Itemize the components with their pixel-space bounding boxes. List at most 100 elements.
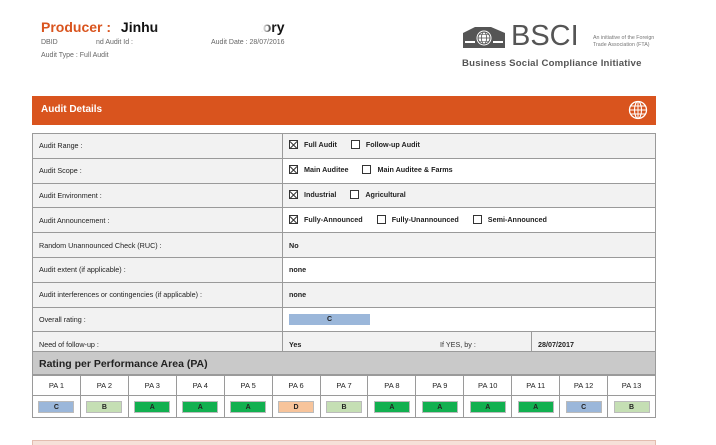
empty-box-icon bbox=[362, 165, 372, 175]
audit-details-banner: Audit Details bbox=[32, 96, 656, 125]
grade-badge: A bbox=[517, 400, 554, 413]
bsci-wordmark: BSCI bbox=[511, 20, 579, 52]
grade-badge: C bbox=[38, 400, 75, 413]
pa-grade-cell: A bbox=[463, 395, 513, 418]
row-label: Audit Scope : bbox=[32, 157, 283, 184]
pa-grade-cell: A bbox=[127, 395, 177, 418]
pa-grade-cell: A bbox=[223, 395, 273, 418]
row-audit-environment: Audit Environment : Industrial Agricultu… bbox=[32, 182, 656, 209]
row-label: Audit interferences or contingencies (if… bbox=[32, 281, 283, 308]
row-label: Overall rating : bbox=[32, 306, 283, 333]
row-label: Audit Environment : bbox=[32, 182, 283, 209]
pa-header-cell: PA 10 bbox=[463, 375, 513, 396]
option-main-auditee-farms: Main Auditee & Farms bbox=[362, 165, 453, 175]
producer-name: Jinhu bbox=[120, 19, 159, 35]
redaction-blur bbox=[168, 14, 262, 40]
checked-box-icon bbox=[289, 214, 298, 224]
pa-grade-cell: C bbox=[559, 395, 609, 418]
option-fully-unannounced: Fully-Unannounced bbox=[376, 214, 459, 224]
pa-grade-cell: B bbox=[319, 395, 369, 418]
pa-header-cell: PA 5 bbox=[223, 375, 273, 396]
option-industrial: Industrial bbox=[289, 189, 336, 199]
pa-grade-cell: A bbox=[511, 395, 561, 418]
pa-header-cell: PA 9 bbox=[415, 375, 465, 396]
pa-grade-cell: A bbox=[175, 395, 225, 418]
option-fully-announced: Fully-Announced bbox=[289, 214, 363, 224]
overall-rating-badge: C bbox=[289, 313, 370, 325]
option-follow-up-audit: Follow-up Audit bbox=[350, 140, 420, 150]
row-audit-interferences: Audit interferences or contingencies (if… bbox=[32, 281, 656, 308]
empty-box-icon bbox=[350, 140, 360, 150]
pa-ratings-section: Rating per Performance Area (PA) PA 1 PA … bbox=[32, 351, 656, 418]
pa-grade-cell: C bbox=[32, 395, 81, 418]
grade-badge: A bbox=[373, 400, 410, 413]
grade-badge: B bbox=[325, 400, 362, 413]
row-audit-scope: Audit Scope : Main Auditee Main Auditee … bbox=[32, 157, 656, 184]
row-audit-extent: Audit extent (if applicable) : none bbox=[32, 256, 656, 283]
next-section-edge bbox=[32, 440, 656, 445]
empty-box-icon bbox=[376, 214, 386, 224]
follow-up-date: 28/07/2017 bbox=[531, 332, 655, 357]
option-semi-announced: Semi-Announced bbox=[472, 214, 547, 224]
pa-header-cell: PA 11 bbox=[511, 375, 561, 396]
pa-header-cell: PA 13 bbox=[607, 375, 656, 396]
pa-ratings-table: PA 1 PA 2 PA 3 PA 4 PA 5 PA 6 PA 7 PA 8 PA 9 PA 1… bbox=[32, 375, 656, 418]
fta-note: An initiative of the Foreign Trade Assoc… bbox=[593, 35, 655, 48]
handshake-emblem-icon bbox=[463, 27, 505, 48]
option-agricultural: Agricultural bbox=[350, 189, 406, 199]
grade-badge: B bbox=[86, 400, 123, 413]
follow-up-value: Yes bbox=[289, 339, 302, 349]
row-label: Audit Announcement : bbox=[32, 207, 283, 234]
row-audit-range: Audit Range : Full Audit Follow-up Audit bbox=[32, 133, 656, 159]
pa-grade-cell: A bbox=[367, 395, 417, 418]
dbid-label: DBID bbox=[41, 39, 58, 46]
if-yes-label: If YES, by : bbox=[440, 339, 476, 349]
grade-badge: B bbox=[613, 400, 650, 413]
option-main-auditee: Main Auditee bbox=[289, 165, 348, 175]
pa-grade-cell: B bbox=[607, 395, 656, 418]
row-label: Audit extent (if applicable) : bbox=[32, 256, 283, 283]
grade-badge: D bbox=[278, 400, 315, 413]
audit-date: Audit Date : 28/07/2016 bbox=[211, 39, 285, 46]
pa-header-cell: PA 3 bbox=[127, 375, 177, 396]
pa-header-cell: PA 7 bbox=[319, 375, 369, 396]
pa-header-cell: PA 2 bbox=[79, 375, 129, 396]
grade-badge: A bbox=[230, 400, 267, 413]
bsci-tagline: Business Social Compliance Initiative bbox=[462, 58, 642, 69]
pa-grade-cell: B bbox=[79, 395, 129, 418]
grade-badge: A bbox=[469, 400, 506, 413]
row-overall-rating: Overall rating : C bbox=[32, 306, 656, 333]
globe-icon bbox=[628, 100, 648, 120]
audit-type: Audit Type : Full Audit bbox=[41, 52, 109, 59]
pa-header-cell: PA 1 bbox=[32, 375, 81, 396]
producer-label: Producer : bbox=[41, 19, 112, 35]
pa-grade-cell: D bbox=[271, 395, 321, 418]
ruc-value: No bbox=[282, 232, 656, 258]
section-title: Audit Details bbox=[41, 104, 103, 115]
pa-title: Rating per Performance Area (PA) bbox=[32, 351, 656, 375]
pa-header-cell: PA 6 bbox=[271, 375, 321, 396]
pa-grade-cell: A bbox=[415, 395, 465, 418]
grade-badge: A bbox=[134, 400, 171, 413]
empty-box-icon bbox=[350, 189, 360, 199]
extent-value: none bbox=[282, 256, 656, 283]
grade-badge: A bbox=[421, 400, 458, 413]
checked-box-icon bbox=[289, 165, 298, 175]
pa-header-cell: PA 8 bbox=[367, 375, 417, 396]
audit-details-table: Audit Range : Full Audit Follow-up Audit… bbox=[32, 133, 656, 358]
audit-id-label: nd Audit Id : bbox=[96, 39, 133, 46]
row-label: Random Unannounced Check (RUC) : bbox=[32, 232, 283, 258]
bsci-logo: BSCI An initiative of the Foreign Trade … bbox=[461, 20, 656, 72]
option-full-audit: Full Audit bbox=[289, 140, 337, 150]
grade-badge: C bbox=[565, 400, 602, 413]
pa-header-row: PA 1 PA 2 PA 3 PA 4 PA 5 PA 6 PA 7 PA 8 PA 9 PA 1… bbox=[32, 375, 656, 396]
row-audit-announcement: Audit Announcement : Fully-Announced Ful… bbox=[32, 207, 656, 234]
interferences-value: none bbox=[282, 281, 656, 308]
empty-box-icon bbox=[472, 214, 482, 224]
pa-header-cell: PA 4 bbox=[175, 375, 225, 396]
pa-header-cell: PA 12 bbox=[559, 375, 609, 396]
grade-badge: A bbox=[182, 400, 219, 413]
row-ruc: Random Unannounced Check (RUC) : No bbox=[32, 232, 656, 258]
checked-box-icon bbox=[289, 140, 298, 150]
